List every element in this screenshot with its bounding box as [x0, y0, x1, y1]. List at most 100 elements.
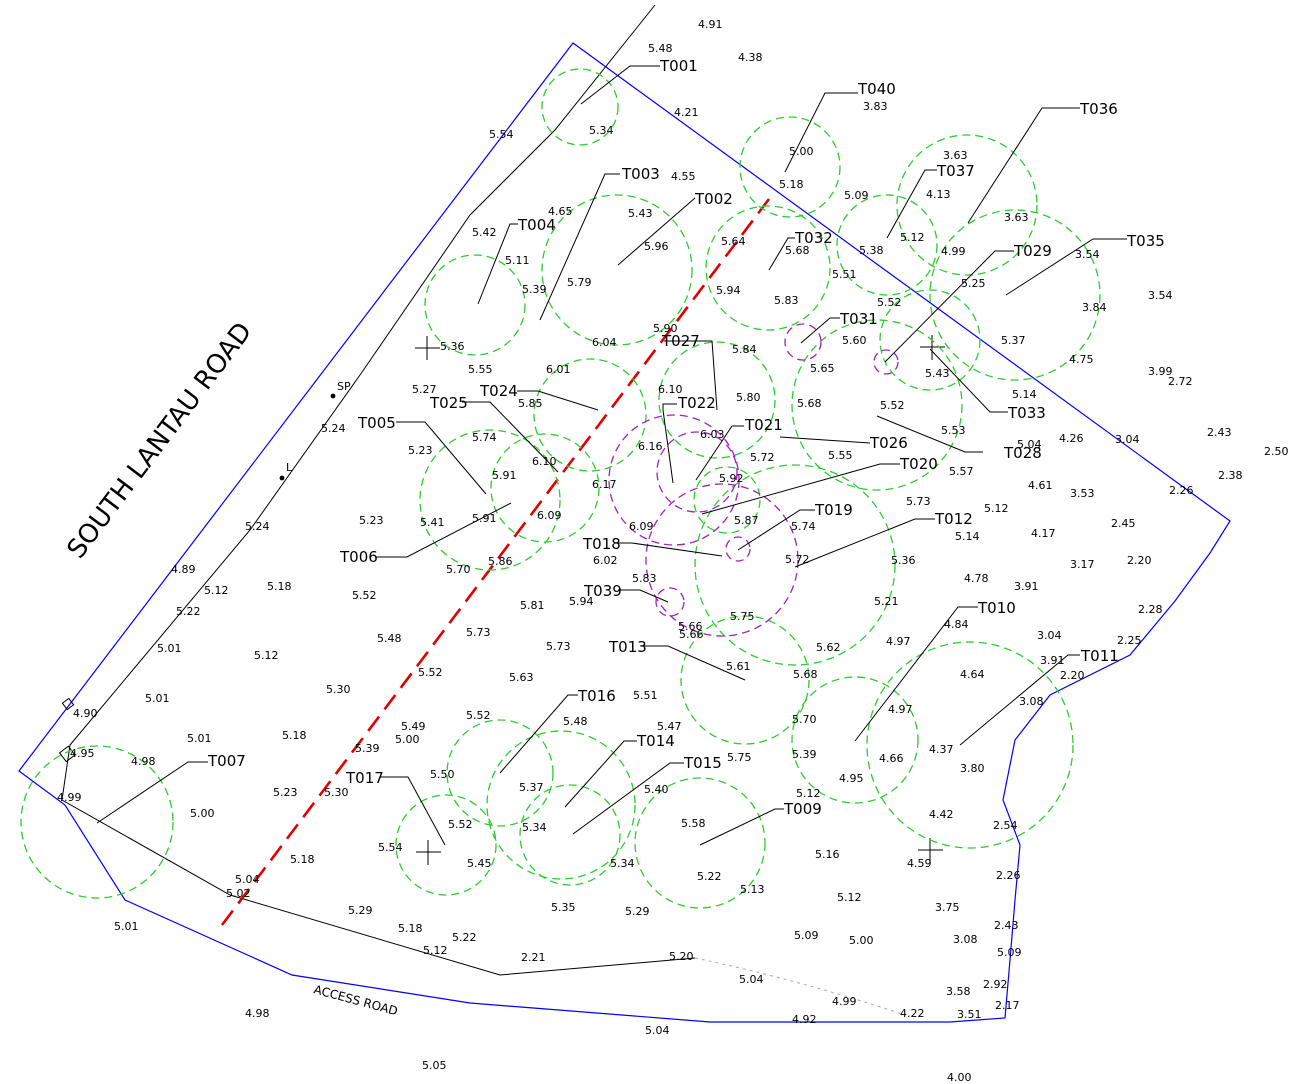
- spot-level: 5.70: [446, 563, 471, 576]
- tree-tag: T031: [839, 310, 878, 328]
- spot-level: 5.12: [984, 502, 1009, 515]
- tree-tag: T027: [661, 332, 700, 350]
- spot-level: 5.37: [1001, 334, 1026, 347]
- spot-level: 4.21: [674, 106, 699, 119]
- tree-tag: T025: [429, 394, 468, 412]
- spot-level: 5.34: [522, 821, 547, 834]
- spot-level: 5.23: [359, 514, 384, 527]
- tree-tag: T035: [1126, 232, 1165, 250]
- tree-tag: T033: [1007, 404, 1046, 422]
- spot-level: 3.99: [1148, 365, 1173, 378]
- tree-tag: T020: [899, 455, 938, 473]
- spot-level: 5.43: [628, 207, 653, 220]
- spot-level: 5.64: [721, 235, 746, 248]
- spot-level: 3.91: [1040, 654, 1065, 667]
- spot-level: 5.45: [467, 857, 492, 870]
- spot-level: 5.29: [625, 905, 650, 918]
- l-point: [279, 475, 285, 481]
- tree-tag: T021: [744, 416, 783, 434]
- spot-level: 4.89: [171, 563, 196, 576]
- spot-level: 5.34: [610, 857, 635, 870]
- road-label-access: ACCESS ROAD: [312, 982, 399, 1018]
- spot-level: 5.86: [488, 555, 513, 568]
- spot-level: 5.73: [546, 640, 571, 653]
- tree-tag: T026: [869, 434, 908, 452]
- spot-level: 5.09: [844, 189, 869, 202]
- tree-tag: T005: [357, 414, 396, 432]
- tree-tag: T003: [621, 165, 660, 183]
- spot-level: 5.52: [352, 589, 377, 602]
- spot-level: 5.51: [633, 689, 658, 702]
- spot-level: 5.94: [716, 284, 741, 297]
- tree-tag: T004: [517, 216, 556, 234]
- point-symbols: SP L: [279, 380, 351, 481]
- spot-level: 5.00: [789, 145, 814, 158]
- spot-level: 4.92: [792, 1013, 817, 1026]
- spot-level: 5.74: [791, 520, 816, 533]
- l-label: L: [286, 461, 293, 474]
- spot-level: 5.91: [492, 469, 517, 482]
- tree-tag: T013: [608, 638, 647, 656]
- spot-level: 5.04: [645, 1024, 670, 1037]
- spot-level: 5.60: [842, 334, 867, 347]
- tree-tag: T037: [936, 162, 975, 180]
- tree-tag: T010: [977, 599, 1016, 617]
- spot-level: 5.24: [321, 422, 346, 435]
- spot-level: 6.10: [658, 383, 683, 396]
- spot-level: 4.61: [1028, 479, 1053, 492]
- tree-tag: T036: [1079, 100, 1118, 118]
- spot-level: 5.04: [1017, 438, 1042, 451]
- tree-tag: T006: [339, 548, 378, 566]
- spot-level: 4.90: [73, 707, 98, 720]
- spot-level: 5.12: [204, 584, 229, 597]
- spot-level: 4.97: [886, 635, 911, 648]
- spot-level: 5.52: [448, 818, 473, 831]
- tree-tag: T018: [582, 535, 621, 553]
- spot-level: 6.09: [629, 520, 654, 533]
- spot-level: 5.94: [569, 595, 594, 608]
- spot-level: 5.54: [378, 841, 403, 854]
- spot-level: 5.48: [648, 42, 673, 55]
- spot-level: 5.52: [418, 666, 443, 679]
- tree-tags: T001 T002 T003 T004 T005 T006 T007 T009 T010 T011…: [207, 57, 1165, 818]
- tree-leaders: [96, 65, 1127, 846]
- spot-level: 6.01: [546, 363, 571, 376]
- spot-level: 4.65: [548, 205, 573, 218]
- tree-tag: T009: [783, 800, 822, 818]
- spot-level: 5.37: [519, 781, 544, 794]
- tree-tag: T014: [636, 732, 675, 750]
- spot-level: 5.48: [563, 715, 588, 728]
- spot-level: 5.74: [472, 431, 497, 444]
- spot-level: 5.30: [324, 786, 349, 799]
- spot-level: 2.21: [521, 951, 546, 964]
- spot-level: 3.58: [946, 985, 971, 998]
- spot-level: 5.91: [472, 512, 497, 525]
- spot-level: 2.92: [983, 978, 1008, 991]
- spot-level: 6.02: [593, 554, 618, 567]
- spot-level: 4.66: [879, 752, 904, 765]
- spot-level: 5.01: [157, 642, 182, 655]
- spot-level: 5.35: [551, 901, 576, 914]
- spot-level: 4.97: [888, 703, 913, 716]
- spot-level: 2.50: [1264, 445, 1289, 458]
- sp-point: [330, 393, 336, 399]
- spot-level: 5.04: [739, 973, 764, 986]
- spot-level: 5.34: [589, 124, 614, 137]
- spot-level: 5.00: [395, 733, 420, 746]
- tree-tag: T001: [659, 57, 698, 75]
- spot-level: 4.99: [941, 245, 966, 258]
- spot-level: 2.43: [1207, 426, 1232, 439]
- spot-level: 5.73: [466, 626, 491, 639]
- spot-level: 5.65: [810, 362, 835, 375]
- sp-label: SP: [337, 380, 351, 393]
- spot-level: 5.00: [849, 934, 874, 947]
- tree-tag: T007: [207, 752, 246, 770]
- spot-level: 2.72: [1168, 375, 1193, 388]
- spot-level: 4.95: [839, 772, 864, 785]
- spot-levels: 4.91 5.48 4.38 5.54 4.21 5.34 3.83 5.00 5.18 3.63…: [57, 18, 1289, 1084]
- spot-level: 5.12: [837, 891, 862, 904]
- spot-level: 4.99: [832, 995, 857, 1008]
- spot-level: 5.55: [468, 363, 493, 376]
- spot-level: 5.51: [832, 268, 857, 281]
- spot-level: 6.03: [700, 428, 725, 441]
